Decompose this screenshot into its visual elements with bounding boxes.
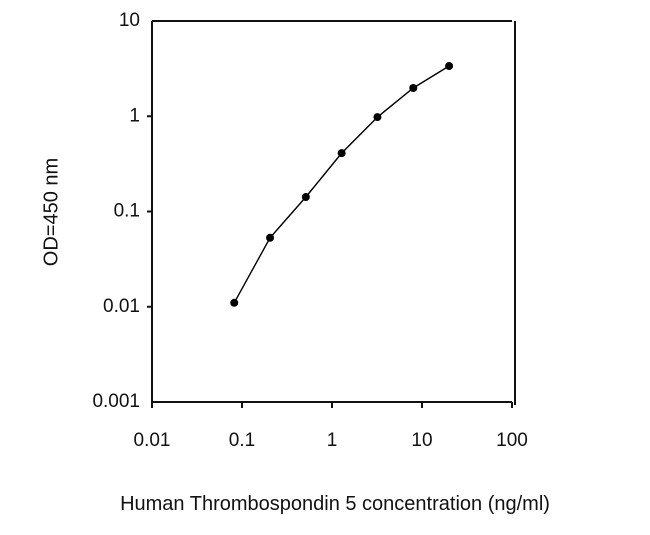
x-axis-ticks: 0.01 0.1 1 10 100 [134,402,528,451]
x-axis-title: Human Thrombospondin 5 concentration (ng… [120,493,550,515]
y-tick-label: 1 [129,105,140,126]
y-tick-label: 0.1 [114,201,140,222]
data-point-marker [409,83,418,92]
y-tick-label: 0.001 [92,391,140,412]
data-series [230,61,454,307]
data-point-marker [373,113,382,122]
x-tick-label: 0.01 [134,430,171,451]
x-tick-label: 0.1 [229,430,255,451]
plot-frame [151,20,516,405]
y-axis-ticks: 0.001 0.01 0.1 1 10 [92,10,152,412]
y-axis-title: OD=450 nm [40,158,62,266]
series-line [233,65,450,304]
y-tick-label: 10 [119,10,140,31]
data-point-marker [266,233,275,242]
x-tick-label: 100 [496,430,528,451]
data-point-marker [230,298,239,307]
data-point-marker [445,61,454,70]
x-tick-label: 10 [411,430,432,451]
data-point-marker [301,192,310,201]
x-tick-label: 1 [327,430,338,451]
data-point-marker [337,149,346,158]
y-tick-label: 0.01 [103,296,140,317]
